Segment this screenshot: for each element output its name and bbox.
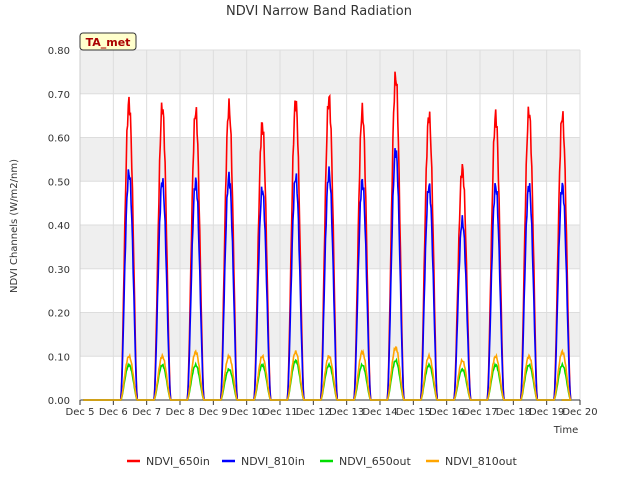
plot-band [80,50,580,94]
x-tick-label: Dec 6 [99,407,128,418]
x-tick-label: Dec 13 [329,407,364,418]
legend-label: NDVI_650out [339,455,411,468]
y-tick-label: 0.70 [48,90,70,101]
station-label: TA_met [86,36,131,49]
x-tick-label: Dec 15 [396,407,431,418]
y-tick-label: 0.30 [48,265,70,276]
x-tick-label: Dec 17 [462,407,497,418]
y-tick-label: 0.60 [48,134,70,145]
plot-band [80,312,580,357]
y-tick-label: 0.40 [48,221,70,232]
y-tick-label: 0.50 [48,177,70,188]
y-tick-label: 0.80 [48,46,70,57]
x-tick-label: Dec 19 [529,407,564,418]
x-tick-label: Dec 16 [429,407,464,418]
x-tick-label: Dec 12 [296,407,331,418]
y-tick-label: 0.00 [48,396,70,407]
x-tick-label: Dec 11 [262,407,297,418]
axes: 0.00 0.10 0.20 0.30 0.40 0.50 0.60 0.70 0.80 Dec … [48,46,598,418]
x-tick-label: Dec 14 [362,407,397,418]
x-tick-label: Dec 20 [562,407,597,418]
x-axis-label: Time [553,425,578,436]
chart-title: NDVI Narrow Band Radiation [226,4,412,19]
station-tag: TA_met [79,32,137,51]
x-tick-label: Dec 5 [66,407,95,418]
legend-label: NDVI_810in [241,455,305,468]
x-tick-label: Dec 9 [199,407,228,418]
series-line-ndvi-810out [83,346,572,401]
plot-band [80,268,580,313]
x-tick-label: Dec 10 [229,407,264,418]
x-tick-label: Dec 8 [166,407,195,418]
y-axis-label: NDVI Channels (W/m2/nm) [9,159,20,293]
x-tick-label: Dec 18 [496,407,531,418]
plot-band [80,225,580,269]
legend-label: NDVI_810out [445,455,517,468]
legend: NDVI_650in NDVI_810in NDVI_650out NDVI_810o… [127,455,517,468]
legend-label: NDVI_650in [146,455,210,468]
x-tick-label: Dec 7 [132,407,161,418]
y-tick-label: 0.10 [48,352,70,363]
y-tick-label: 0.20 [48,309,70,320]
series-lines [83,71,572,401]
